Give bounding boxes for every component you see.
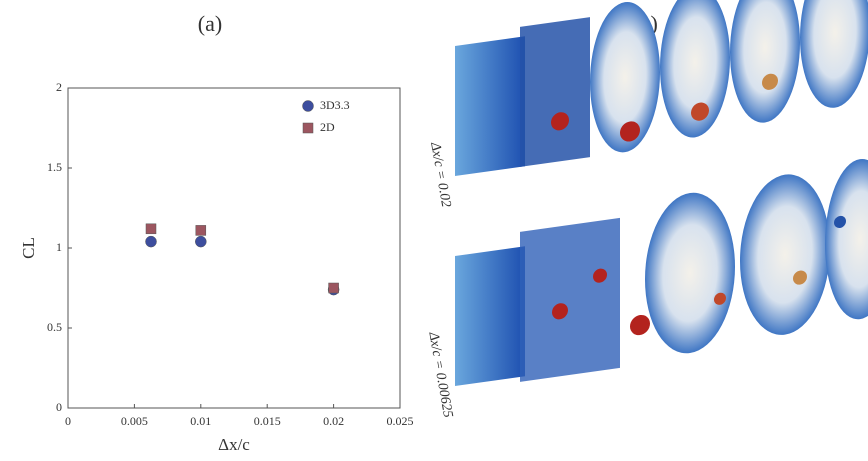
y-axis-label: CL	[19, 237, 38, 259]
marker	[195, 235, 207, 248]
panel-a-title: (a)	[198, 11, 222, 36]
legend-label: 2D	[320, 120, 335, 134]
x-tick-label: 0.01	[190, 414, 211, 428]
legend: 3D3.3 2D	[302, 98, 350, 134]
y-tick-label: 0	[56, 400, 62, 414]
y-tick-label: 1	[56, 240, 62, 254]
caption: Δx/c = 0.02	[427, 140, 453, 208]
flow-visualization	[455, 0, 868, 387]
y-tick-label: 0.5	[47, 320, 62, 334]
marker	[302, 100, 314, 112]
y-tick-label: 1.5	[47, 160, 62, 174]
caption: Δx/c = 0.00625	[425, 330, 455, 419]
marker	[302, 122, 314, 134]
marker	[145, 223, 157, 235]
legend-label: 3D3.3	[320, 98, 350, 112]
x-axis-label: Δx/c	[218, 435, 250, 454]
x-tick-label: 0	[65, 414, 71, 428]
marker	[195, 225, 207, 236]
y-tick-label: 2	[56, 80, 62, 94]
x-tick-label: 0.015	[254, 414, 281, 428]
marker	[328, 282, 339, 294]
x-tick-label: 0.025	[387, 414, 414, 428]
x-tick-label: 0.02	[323, 414, 344, 428]
marker	[145, 235, 157, 248]
x-tick-label: 0.005	[121, 414, 148, 428]
plot-frame	[67, 87, 401, 409]
